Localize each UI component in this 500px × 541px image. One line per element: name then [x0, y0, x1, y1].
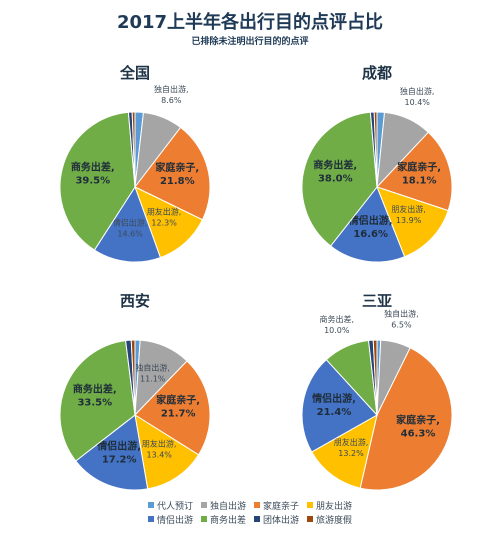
pie-title: 全国 — [119, 64, 150, 82]
slice-data-label: 情侣出游, 21.4% — [312, 392, 356, 418]
slice-data-label: 情侣出游, 16.6% — [349, 214, 393, 240]
pie-slice — [93, 185, 162, 263]
pie-slice — [134, 413, 200, 490]
pie-slice — [134, 186, 204, 259]
legend-swatch — [147, 502, 154, 508]
slice-data-label: 独自出游, 11.1% — [135, 362, 170, 383]
page-title: 2017上半年各出行目的点评占比 — [116, 12, 384, 33]
pie-title: 西安 — [119, 292, 150, 310]
pie-title: 三亚 — [361, 292, 392, 310]
legend-label: 旅游度假 — [316, 516, 353, 526]
slice-data-label: 独自出游, 8.6% — [154, 84, 189, 105]
page-subtitle: 已排除未注明出行目的的点评 — [191, 37, 309, 47]
pie-slice — [311, 414, 378, 489]
pie-slice — [130, 339, 136, 416]
pie-panel-0: 全国 独自出游, 8.6% 家庭亲子, 21.8% 朋友出游, 12.3% 情侣出游, 14.… — [20, 62, 250, 292]
pie-slice — [134, 360, 211, 456]
pie-slice — [59, 111, 136, 251]
legend-row: 情侣出游 商务出差 团体出游 旅游度假 — [0, 514, 500, 528]
legend-swatch — [147, 516, 154, 522]
legend-label: 商务出差 — [209, 516, 246, 526]
slice-data-label: 商务出差, 38.0% — [313, 159, 357, 185]
legend-label: 情侣出游 — [156, 516, 193, 526]
pie-slice — [372, 339, 378, 416]
pie-slice — [376, 131, 453, 212]
legend-label: 代人预订 — [156, 502, 193, 512]
slice-data-label: 朋友出游, 12.3% — [147, 207, 182, 228]
pie-slice — [376, 186, 449, 258]
pie-slice — [131, 111, 136, 188]
pie-slice — [329, 186, 406, 263]
legend-item: 朋友出游 — [307, 500, 352, 514]
legend-swatch — [307, 502, 314, 508]
slice-data-label: 家庭亲子, 18.1% — [397, 160, 441, 186]
slice-data-label: 独自出游, 6.5% — [384, 308, 419, 329]
pie-slice — [301, 358, 378, 453]
legend-swatch — [254, 502, 260, 508]
slice-data-label: 家庭亲子, 46.3% — [396, 414, 440, 440]
slice-data-label: 商务出差, 39.5% — [71, 161, 115, 187]
slice-data-label: 商务出差, 10.0% — [320, 314, 355, 335]
legend-item: 团体出游 — [254, 514, 299, 528]
slice-data-label: 朋友出游, 13.4% — [142, 438, 177, 459]
slice-data-label: 朋友出游, 13.9% — [391, 204, 426, 225]
slice-data-label: 独自出游, 10.4% — [400, 86, 435, 107]
legend-swatch — [200, 516, 207, 522]
legend-item: 情侣出游 — [147, 514, 193, 528]
legend-label: 独自出游 — [209, 502, 246, 512]
legend-swatch — [254, 516, 260, 522]
pie-slice — [134, 126, 211, 221]
legend-item: 商务出差 — [200, 514, 246, 528]
slice-data-label: 朋友出游, 13.2% — [334, 437, 369, 458]
pie-chart-3: 独自出游, 6.5% 家庭亲子, 46.3% 朋友出游, 13.2% 情侣出游, 21.4% 商… — [301, 308, 453, 491]
pie-chart-1: 独自出游, 10.4% 家庭亲子, 18.1% 朋友出游, 13.9%情侣出游, 16.6%… — [301, 86, 453, 263]
pie-slice — [75, 414, 149, 491]
pie-chart-2: 独自出游, 11.1% 家庭亲子, 21.7% 朋友出游, 13.4%情侣出游, 17.2%… — [59, 339, 211, 491]
pie-slice — [359, 347, 453, 491]
pie-slice — [373, 111, 378, 188]
pie-panel-3: 三亚 独自出游, 6.5% 家庭亲子, 46.3% 朋友出游, 13.2% 情侣出游, 21.… — [262, 290, 492, 520]
legend-item: 代人预订 — [147, 500, 193, 514]
legend: 代人预订 独自出游 家庭亲子 朋友出游情侣出游 商务出差 团体出游 旅游度假 — [0, 500, 500, 528]
legend-label: 团体出游 — [263, 516, 300, 526]
slice-data-label: 商务出差, 33.5% — [73, 382, 117, 408]
pie-chart-0: 独自出游, 8.6% 家庭亲子, 21.8% 朋友出游, 12.3%情侣出游, 14.6% 商… — [59, 84, 211, 263]
legend-swatch — [200, 502, 207, 508]
legend-swatch — [307, 516, 314, 522]
pie-slice — [59, 340, 136, 462]
slice-data-label: 家庭亲子, 21.8% — [155, 161, 199, 187]
pie-panel-2: 西安 独自出游, 11.1% 家庭亲子, 21.7% 朋友出游, 13.4% 情侣出游, 17… — [20, 290, 250, 520]
legend-item: 旅游度假 — [307, 514, 352, 528]
pie-title: 成都 — [361, 64, 392, 82]
legend-item: 家庭亲子 — [254, 500, 299, 514]
pie-slice — [301, 111, 378, 247]
legend-label: 家庭亲子 — [263, 502, 300, 512]
pie-panel-1: 成都 独自出游, 10.4% 家庭亲子, 18.1% 朋友出游, 13.9% 情侣出游, 16… — [262, 62, 492, 292]
slice-data-label: 情侣出游, 17.2% — [97, 440, 141, 466]
slice-data-label: 情侣出游, 14.6% — [113, 217, 148, 238]
slice-data-label: 家庭亲子, 21.7% — [156, 394, 200, 420]
legend-row: 代人预订 独自出游 家庭亲子 朋友出游 — [0, 500, 500, 514]
legend-item: 独自出游 — [200, 500, 246, 514]
legend-label: 朋友出游 — [316, 502, 353, 512]
